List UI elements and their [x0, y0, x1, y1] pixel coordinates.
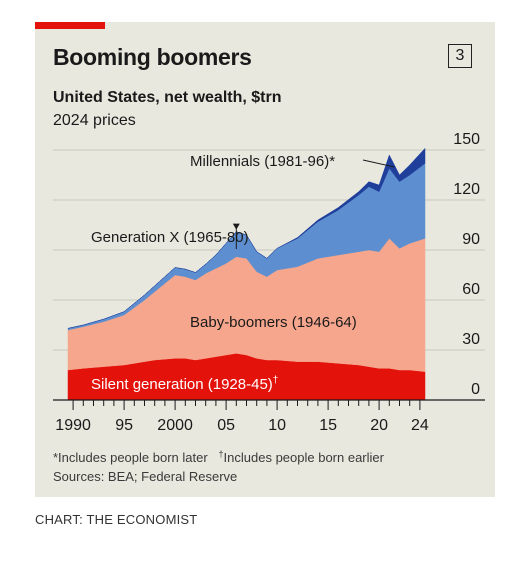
chart-title: Booming boomers: [53, 44, 252, 70]
y-tick-label: 120: [453, 181, 480, 198]
x-tick-label: 2000: [157, 417, 193, 434]
y-tick-label: 150: [453, 131, 480, 148]
y-tick-label: 90: [462, 231, 480, 248]
chart-number-badge: 3: [448, 44, 472, 68]
y-tick-label: 60: [462, 281, 480, 298]
footnote: *Includes people born later †Includes pe…: [53, 449, 384, 465]
series-label-silent-generation: Silent generation (1928-45)†: [91, 375, 278, 393]
x-tick-label: 05: [217, 417, 235, 434]
y-tick-label: 0: [471, 381, 480, 398]
series-label-baby-boomers: Baby-boomers (1946-64): [190, 314, 357, 331]
x-tick-label: 24: [411, 417, 429, 434]
x-tick-label: 10: [268, 417, 286, 434]
source-note: Sources: BEA; Federal Reserve: [53, 469, 238, 484]
x-tick-label: 95: [115, 417, 133, 434]
x-tick-label: 1990: [55, 417, 91, 434]
chart-credit: CHART: THE ECONOMIST: [35, 512, 198, 527]
chart-units: 2024 prices: [53, 112, 136, 129]
series-label-generation-x: Generation X (1965-80): [91, 229, 249, 246]
generation-x-arrowhead: [232, 223, 240, 230]
chart-subtitle: United States, net wealth, $trn: [53, 89, 282, 106]
millennials-pointer: [362, 159, 395, 168]
x-tick-label: 15: [319, 417, 337, 434]
y-tick-label: 30: [462, 331, 480, 348]
series-label-millennials: Millennials (1981-96)*: [190, 153, 335, 170]
x-tick-label: 20: [370, 417, 388, 434]
brand-red-bar: [35, 22, 105, 29]
